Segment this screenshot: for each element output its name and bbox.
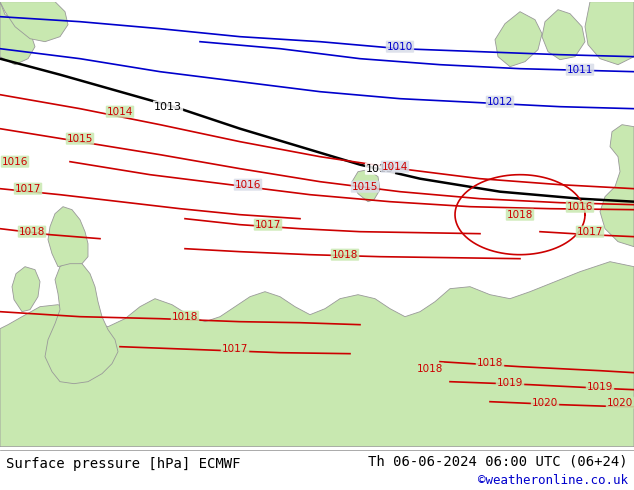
Text: 1019: 1019	[587, 382, 613, 392]
Polygon shape	[45, 260, 118, 384]
Polygon shape	[0, 262, 634, 447]
Text: 1018: 1018	[477, 358, 503, 368]
Text: 1016: 1016	[2, 157, 28, 167]
Text: ©weatheronline.co.uk: ©weatheronline.co.uk	[477, 474, 628, 488]
Text: 1015: 1015	[67, 134, 93, 144]
Polygon shape	[48, 207, 88, 267]
Text: 1010: 1010	[387, 42, 413, 51]
Text: 1018: 1018	[19, 227, 45, 237]
Text: 1017: 1017	[15, 184, 41, 194]
Polygon shape	[352, 170, 380, 202]
Polygon shape	[0, 1, 35, 65]
Text: 1018: 1018	[507, 210, 533, 220]
Polygon shape	[542, 10, 585, 60]
Polygon shape	[600, 124, 634, 246]
Text: 1017: 1017	[222, 343, 248, 354]
Polygon shape	[495, 12, 542, 67]
Text: 1017: 1017	[577, 227, 603, 237]
Text: 1015: 1015	[352, 182, 378, 192]
Text: 1014: 1014	[107, 107, 133, 117]
Polygon shape	[585, 1, 634, 65]
Text: 1013: 1013	[366, 164, 394, 173]
Text: 1011: 1011	[567, 65, 593, 74]
Polygon shape	[0, 1, 68, 42]
Text: 1013: 1013	[154, 102, 182, 112]
Text: Th 06-06-2024 06:00 UTC (06+24): Th 06-06-2024 06:00 UTC (06+24)	[368, 455, 628, 468]
Text: 1012: 1012	[487, 97, 513, 107]
Text: 1016: 1016	[567, 202, 593, 212]
Text: 1018: 1018	[417, 364, 443, 374]
Text: 1020: 1020	[607, 398, 633, 408]
Text: 1014: 1014	[382, 162, 408, 172]
Text: 1020: 1020	[532, 398, 558, 408]
Text: 1018: 1018	[172, 312, 198, 321]
Text: 1017: 1017	[255, 220, 281, 230]
Text: 1016: 1016	[235, 180, 261, 190]
Text: 1018: 1018	[332, 250, 358, 260]
Text: Surface pressure [hPa] ECMWF: Surface pressure [hPa] ECMWF	[6, 457, 241, 471]
Polygon shape	[12, 267, 40, 312]
Text: 1019: 1019	[497, 378, 523, 388]
